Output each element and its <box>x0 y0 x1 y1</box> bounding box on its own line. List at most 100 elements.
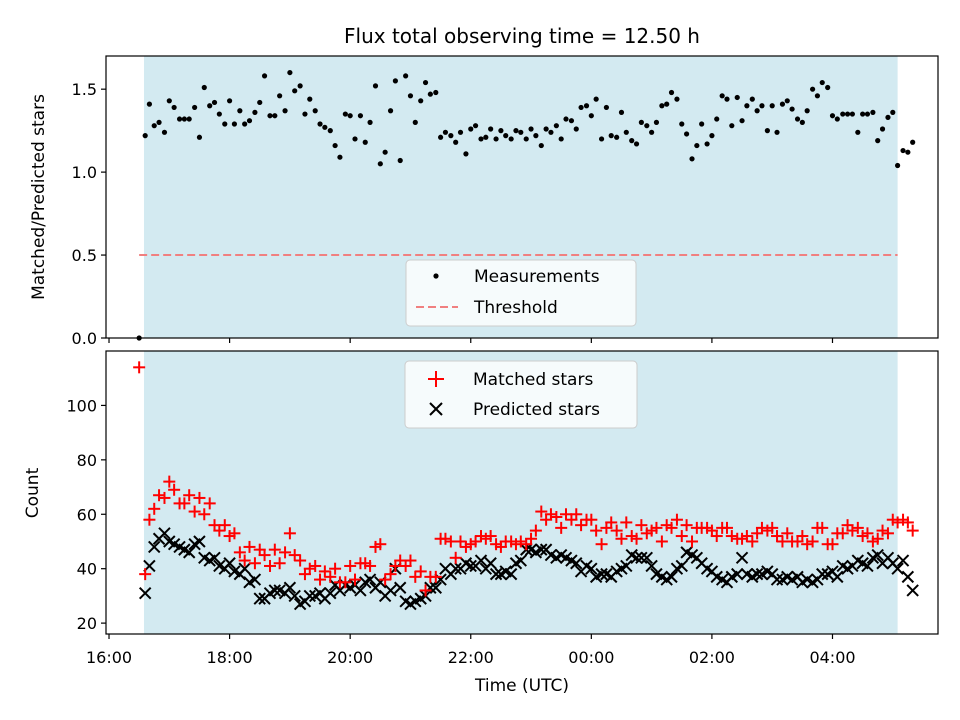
predicted-point <box>645 559 658 573</box>
matched-point <box>535 505 548 518</box>
matched-point <box>686 535 699 548</box>
predicted-point <box>535 543 548 556</box>
measurement-point <box>699 121 705 127</box>
predicted-point <box>363 573 377 586</box>
measurement-point <box>734 94 740 101</box>
x-tick-label: 20:00 <box>327 648 373 667</box>
measurement-point <box>629 138 635 144</box>
predicted-point <box>675 559 688 573</box>
measurement-point <box>659 103 665 109</box>
matched-point <box>710 530 723 543</box>
measurement-point <box>317 121 323 127</box>
legend-predicted-label: Predicted stars <box>473 400 600 420</box>
matched-point <box>806 535 819 548</box>
matched-point <box>384 568 397 581</box>
matched-point <box>258 549 271 562</box>
matched-point <box>630 532 643 545</box>
matched-point <box>409 570 422 583</box>
matched-point <box>374 538 387 551</box>
matched-point <box>158 491 171 504</box>
measurement-point <box>347 113 353 119</box>
matched-point <box>605 516 618 529</box>
legend-predicted-marker <box>429 402 443 416</box>
matched-point <box>595 538 608 551</box>
predicted-point <box>630 551 643 565</box>
measurement-point <box>614 134 620 140</box>
measurement-point <box>287 69 293 76</box>
matched-point <box>525 532 538 545</box>
matched-point <box>283 527 296 540</box>
predicted-point <box>253 592 266 605</box>
matched-point <box>188 505 201 518</box>
predicted-point <box>474 554 488 567</box>
measurement-point <box>196 134 203 140</box>
matched-point <box>755 521 768 534</box>
measurement-point <box>860 111 866 117</box>
predicted-point <box>449 562 462 575</box>
measurement-point <box>849 111 855 117</box>
predicted-point <box>620 559 633 573</box>
matched-point <box>550 510 563 523</box>
predicted-point <box>731 567 744 581</box>
measurement-point <box>668 89 675 96</box>
measurement-point <box>146 101 153 107</box>
predicted-point <box>635 551 648 565</box>
measurement-point <box>724 96 730 102</box>
matched-point <box>555 521 568 534</box>
measurement-point <box>201 84 207 91</box>
measurement-point <box>367 119 373 125</box>
measurement-point <box>231 121 238 127</box>
measurement-point <box>588 113 594 119</box>
measurement-point <box>618 109 625 115</box>
matched-point <box>143 513 156 526</box>
matched-point <box>816 521 829 534</box>
measurement-point <box>161 129 168 135</box>
matched-point <box>148 502 161 515</box>
predicted-point <box>223 557 236 570</box>
matched-point <box>585 513 598 526</box>
predicted-point <box>831 570 844 584</box>
measurement-point <box>207 103 213 109</box>
measurement-point <box>870 109 876 115</box>
measurement-point <box>719 93 725 99</box>
predicted-point <box>906 584 919 597</box>
predicted-point <box>861 559 874 573</box>
measurement-point <box>683 131 690 137</box>
measurement-point <box>267 113 273 119</box>
legend-matched-label: Matched stars <box>473 370 593 390</box>
measurement-point <box>548 129 554 135</box>
measurement-point <box>322 124 328 130</box>
matched-point <box>273 557 286 570</box>
measurement-point <box>784 98 790 104</box>
matched-point <box>675 530 688 543</box>
measurement-point <box>211 99 218 106</box>
measurement-point <box>226 98 233 104</box>
predicted-point <box>384 584 397 597</box>
matched-point <box>449 551 462 564</box>
matched-point <box>379 573 392 586</box>
matched-point <box>288 549 301 562</box>
measurement-point <box>890 109 896 115</box>
predicted-point <box>464 559 477 573</box>
measurement-point <box>749 96 755 102</box>
x-tick-label: 00:00 <box>568 648 614 667</box>
measurement-point <box>885 114 891 120</box>
ratio-panel: 0.0 0.5 1.0 1.5 Matched/Predicted stars Mea… <box>29 55 939 348</box>
matched-point <box>348 573 361 586</box>
measurement-point <box>694 142 700 149</box>
measurement-point <box>528 126 534 132</box>
measurement-point <box>533 133 539 139</box>
measurement-point <box>337 154 343 160</box>
matched-point <box>846 524 859 537</box>
measurement-point <box>493 136 499 142</box>
measurement-point <box>216 111 222 117</box>
matched-point <box>163 475 176 488</box>
matched-point <box>650 521 663 534</box>
matched-point <box>394 554 407 567</box>
measurement-point <box>855 129 861 135</box>
x-tick-label: 04:00 <box>809 648 855 667</box>
matched-point <box>139 568 152 581</box>
matched-point <box>233 546 246 559</box>
measurement-point <box>312 108 318 114</box>
predicted-point <box>238 562 251 575</box>
